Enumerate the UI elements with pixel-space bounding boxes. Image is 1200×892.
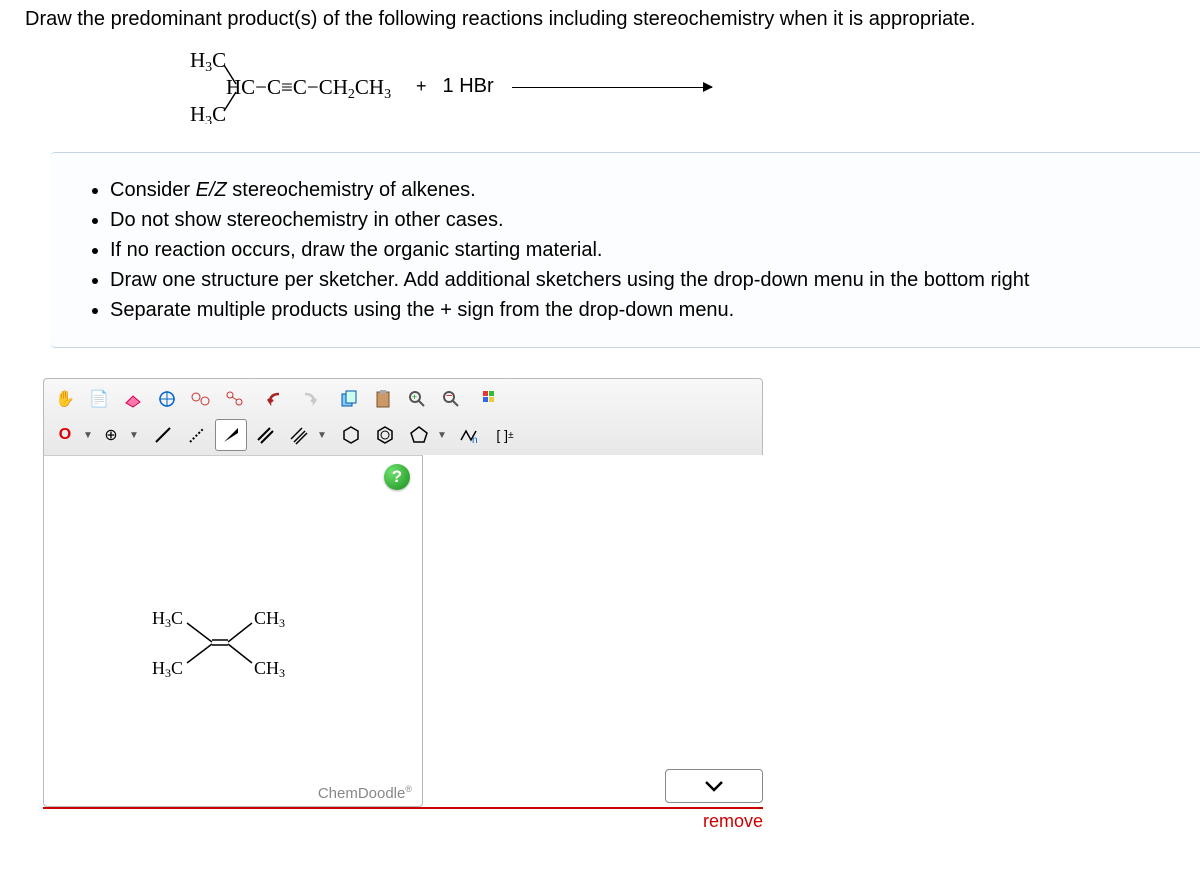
cyclohexane-icon[interactable] (335, 419, 367, 451)
remove-link[interactable]: remove (703, 811, 763, 832)
single-bond-icon[interactable] (147, 419, 179, 451)
hand-tool-icon[interactable]: ✋ (49, 383, 81, 415)
double-bond-icon[interactable] (249, 419, 281, 451)
drawn-molecule[interactable]: H3C CH3 H3C CH3 (144, 606, 314, 692)
svg-text:+: + (412, 392, 417, 402)
dropdown-caret-icon[interactable]: ▼ (436, 430, 448, 441)
instruction-item: Do not show stereochemistry in other cas… (110, 205, 1187, 235)
zoom-out-icon[interactable]: − (435, 383, 467, 415)
cyclopentane-icon[interactable] (403, 419, 435, 451)
reagent: 1 HBr (443, 75, 494, 98)
recessed-bond-icon[interactable] (181, 419, 213, 451)
svg-text:n: n (472, 435, 478, 445)
zoom-in-icon[interactable]: + (401, 383, 433, 415)
toolbar-row-1: ✋ 📄 (48, 382, 758, 416)
question-text: Draw the predominant product(s) of the f… (25, 8, 1200, 31)
svg-text:CH3: CH3 (254, 658, 285, 680)
svg-text:−: − (446, 390, 452, 402)
clean-tool-icon[interactable] (185, 383, 217, 415)
charge-tool-icon[interactable]: [ ]± (489, 419, 521, 451)
redo-icon[interactable] (293, 383, 325, 415)
divider (43, 807, 763, 809)
svg-text:CH3: CH3 (254, 608, 285, 630)
open-tool-icon[interactable]: 📄 (83, 383, 115, 415)
plus-sign: + (416, 76, 427, 97)
wedge-bond-icon[interactable] (215, 419, 247, 451)
undo-icon[interactable] (259, 383, 291, 415)
dropdown-caret-icon[interactable]: ▼ (316, 430, 328, 441)
reaction-arrow (512, 87, 712, 99)
eraser-tool-icon[interactable] (117, 383, 149, 415)
svg-text:HC−C≡C−CH2CH3: HC−C≡C−CH2CH3 (226, 75, 391, 102)
sketcher-canvas[interactable]: ? H3C CH3 H3C CH3 ChemDoodle® (43, 455, 423, 807)
template-tool-icon[interactable] (219, 383, 251, 415)
center-tool-icon[interactable] (151, 383, 183, 415)
copy-icon[interactable] (333, 383, 365, 415)
add-sketcher-dropdown[interactable] (665, 769, 763, 803)
oxygen-atom-button[interactable]: O (49, 419, 81, 451)
instruction-item: Draw one structure per sketcher. Add add… (110, 265, 1187, 295)
chain-tool-icon[interactable]: n (455, 419, 487, 451)
svg-text:H3C: H3C (190, 102, 226, 124)
chevron-down-icon (702, 777, 726, 795)
dropdown-caret-icon[interactable]: ▼ (82, 430, 94, 441)
benzene-icon[interactable] (369, 419, 401, 451)
toolbar: ✋ 📄 (43, 378, 763, 455)
add-atom-button[interactable]: ⊕ (95, 419, 127, 451)
instructions-list: Consider E/Z stereochemistry of alkenes.… (92, 175, 1187, 325)
instructions-panel: Consider E/Z stereochemistry of alkenes.… (50, 152, 1200, 348)
svg-text:H3C: H3C (190, 49, 226, 75)
reaction-equation: H3C HC−C≡C−CH2CH3 H3C + 1 HBr (180, 49, 1200, 124)
chemdoodle-watermark: ChemDoodle® (318, 784, 412, 802)
help-icon[interactable]: ? (384, 464, 410, 490)
svg-text:H3C: H3C (152, 658, 183, 680)
paste-icon[interactable] (367, 383, 399, 415)
sketcher-container: ✋ 📄 (43, 378, 763, 832)
toolbar-row-2: O ▼ ⊕ ▼ ▼ ▼ n [ ]± (48, 418, 758, 452)
color-tool-icon[interactable] (475, 383, 507, 415)
instruction-item: If no reaction occurs, draw the organic … (110, 235, 1187, 265)
svg-text:H3C: H3C (152, 608, 183, 630)
triple-bond-icon[interactable] (283, 419, 315, 451)
instruction-item: Consider E/Z stereochemistry of alkenes. (110, 175, 1187, 205)
instruction-item: Separate multiple products using the + s… (110, 295, 1187, 325)
reactant-structure: H3C HC−C≡C−CH2CH3 H3C (180, 49, 400, 124)
dropdown-caret-icon[interactable]: ▼ (128, 430, 140, 441)
